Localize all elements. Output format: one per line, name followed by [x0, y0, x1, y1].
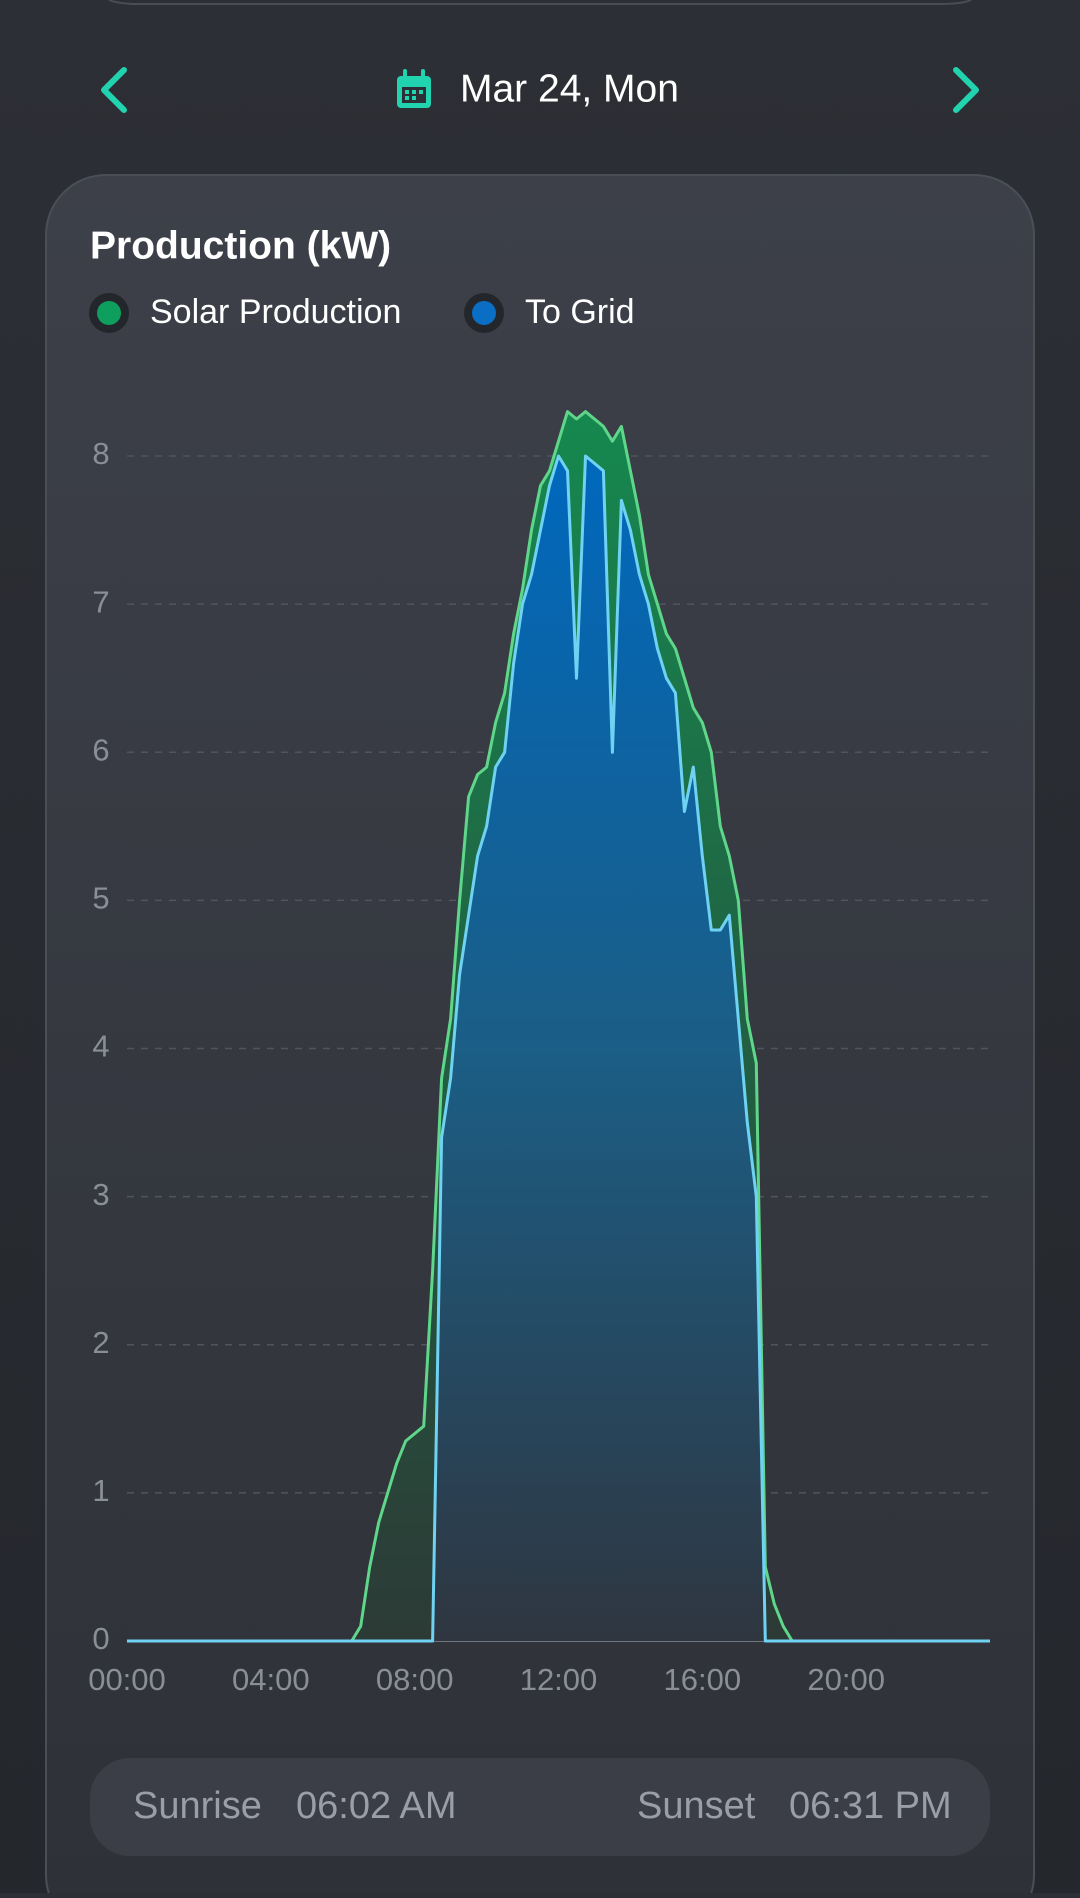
y-tick-label: 8 — [92, 436, 109, 471]
calendar-icon — [397, 69, 431, 108]
card-edge — [108, 0, 972, 5]
y-tick-label: 4 — [92, 1029, 109, 1064]
sunrise-label: Sunrise — [133, 1785, 262, 1827]
y-tick-label: 1 — [92, 1473, 109, 1508]
sunset-label: Sunset — [637, 1785, 756, 1827]
line — [127, 454, 990, 1643]
y-tick-label: 5 — [92, 881, 109, 916]
plot: 0 1 2 3 4 5 6 7 8 00:00 04:00 08:00 12:00 16:00 20:00 — [88, 410, 990, 1697]
legend-dot — [472, 301, 496, 325]
sunrise-time: 06:02 AM — [296, 1785, 457, 1827]
y-tick-label: 0 — [92, 1621, 109, 1656]
y-tick-label: 2 — [92, 1325, 109, 1360]
next-day[interactable] — [953, 67, 979, 113]
y-tick-label: 7 — [92, 584, 109, 619]
x-tick-label: 00:00 — [88, 1662, 166, 1697]
sunset-time: 06:31 PM — [789, 1785, 952, 1827]
legend-label: To Grid — [525, 293, 635, 331]
x-tick-label: 20:00 — [807, 1662, 885, 1697]
legend: Solar Production To Grid — [89, 293, 635, 333]
line — [127, 410, 990, 1643]
x-tick-label: 12:00 — [520, 1662, 598, 1697]
prev-day[interactable] — [101, 67, 127, 113]
chart-title: Production (kW) — [90, 224, 391, 267]
legend-label: Solar Production — [150, 293, 401, 331]
y-tick-label: 6 — [92, 732, 109, 767]
x-tick-label: 08:00 — [376, 1662, 454, 1697]
date[interactable]: Mar 24, Mon — [460, 67, 679, 110]
x-tick-label: 04:00 — [232, 1662, 310, 1697]
sun-times — [90, 1758, 990, 1856]
x-tick-label: 16:00 — [664, 1662, 742, 1697]
area — [127, 456, 990, 1641]
legend-dot — [97, 301, 121, 325]
y-tick-label: 3 — [92, 1177, 109, 1212]
